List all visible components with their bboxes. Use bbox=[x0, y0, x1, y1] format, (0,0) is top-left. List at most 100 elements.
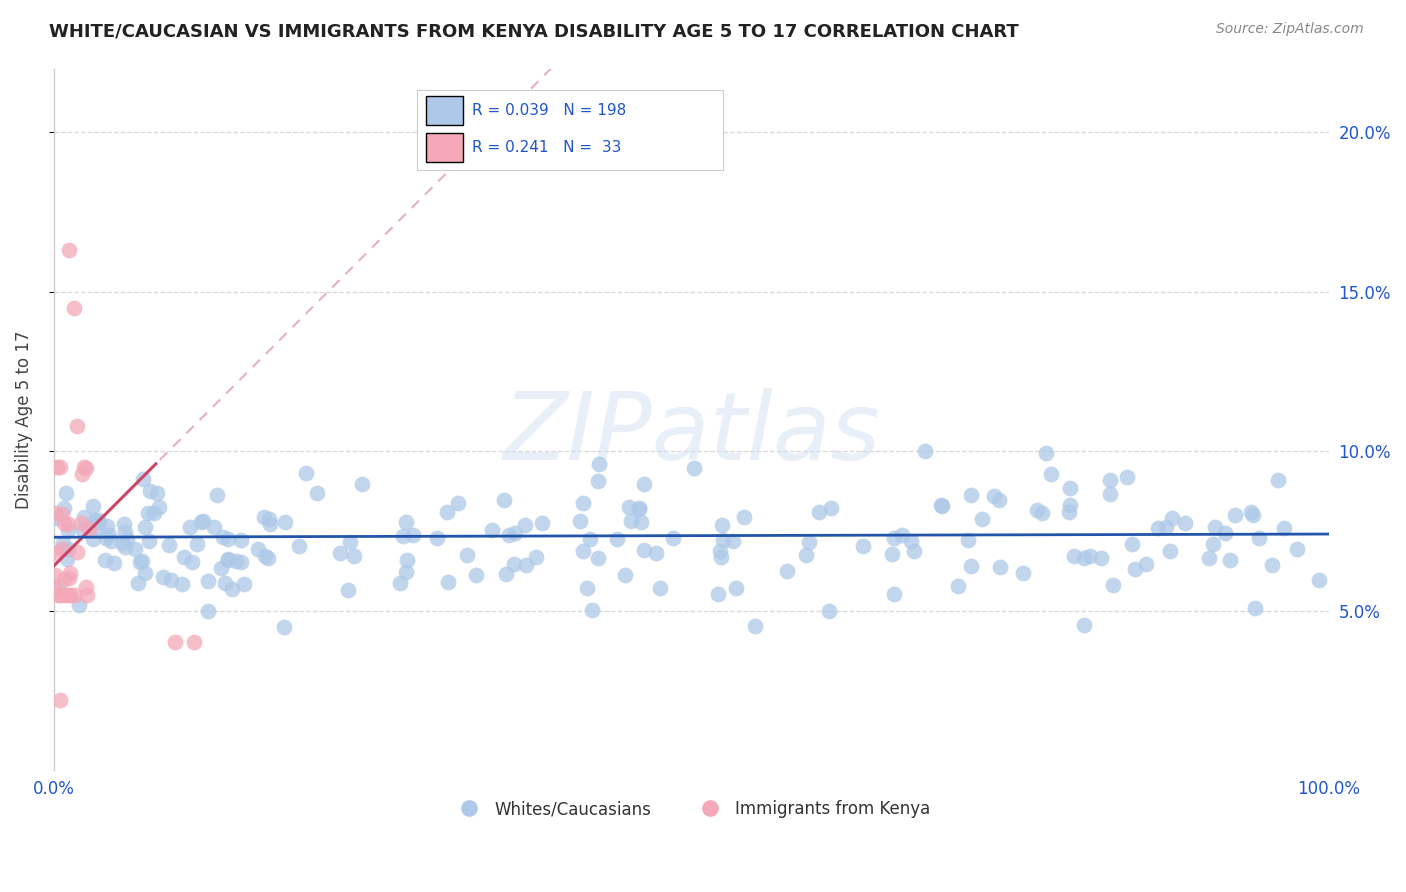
Point bbox=[233, 577, 256, 591]
Point bbox=[447, 496, 470, 510]
Point bbox=[852, 539, 875, 553]
Point bbox=[614, 568, 637, 582]
Point bbox=[883, 586, 905, 600]
Point bbox=[1247, 531, 1270, 545]
Point bbox=[436, 575, 458, 590]
Point bbox=[395, 515, 418, 529]
Point bbox=[110, 536, 132, 550]
Point bbox=[1125, 562, 1147, 576]
Point bbox=[336, 582, 359, 597]
Point bbox=[1174, 516, 1197, 531]
Point bbox=[1040, 467, 1063, 481]
Point bbox=[495, 567, 517, 582]
Point bbox=[586, 551, 609, 566]
Point bbox=[630, 515, 652, 529]
Y-axis label: Disability Age 5 to 17: Disability Age 5 to 17 bbox=[15, 330, 32, 508]
Point bbox=[575, 581, 598, 595]
Point bbox=[52, 535, 75, 549]
Point bbox=[58, 566, 80, 580]
Point bbox=[217, 533, 239, 547]
Point bbox=[1135, 557, 1157, 571]
Point bbox=[72, 467, 94, 482]
Point bbox=[1121, 537, 1143, 551]
Point bbox=[58, 571, 80, 585]
Point bbox=[66, 545, 89, 559]
Point bbox=[1286, 541, 1309, 556]
Point bbox=[142, 506, 165, 520]
Point bbox=[395, 566, 418, 580]
Point bbox=[1012, 566, 1035, 580]
Point bbox=[1078, 549, 1101, 564]
Point bbox=[97, 528, 120, 542]
Point bbox=[66, 418, 89, 433]
Point bbox=[1102, 578, 1125, 592]
Point bbox=[465, 568, 488, 582]
Point bbox=[70, 516, 93, 530]
Point bbox=[214, 576, 236, 591]
Point bbox=[49, 693, 72, 707]
Point bbox=[217, 553, 239, 567]
Point bbox=[627, 501, 650, 516]
Point bbox=[1202, 536, 1225, 550]
Point bbox=[959, 559, 981, 574]
Point bbox=[914, 444, 936, 458]
Point bbox=[633, 543, 655, 558]
Point bbox=[513, 518, 536, 533]
Point bbox=[94, 531, 117, 545]
Point bbox=[799, 535, 821, 549]
Point bbox=[396, 553, 419, 567]
Point bbox=[89, 515, 111, 529]
Point bbox=[53, 501, 76, 516]
Point bbox=[56, 552, 79, 566]
Point bbox=[202, 520, 225, 534]
Point bbox=[305, 485, 328, 500]
Point bbox=[63, 301, 86, 315]
Point bbox=[52, 588, 75, 602]
Point bbox=[620, 514, 643, 528]
Point bbox=[67, 598, 90, 612]
Point bbox=[1267, 473, 1289, 487]
Point bbox=[186, 537, 208, 551]
Point bbox=[51, 508, 73, 522]
Point bbox=[1147, 520, 1170, 534]
Point bbox=[96, 519, 118, 533]
Point bbox=[49, 588, 72, 602]
Point bbox=[209, 560, 232, 574]
Point bbox=[733, 510, 755, 524]
Point bbox=[983, 489, 1005, 503]
Point bbox=[498, 528, 520, 542]
Point bbox=[890, 527, 912, 541]
Point bbox=[1057, 505, 1080, 519]
Point bbox=[339, 534, 361, 549]
Text: WHITE/CAUCASIAN VS IMMIGRANTS FROM KENYA DISABILITY AGE 5 TO 17 CORRELATION CHAR: WHITE/CAUCASIAN VS IMMIGRANTS FROM KENYA… bbox=[49, 22, 1019, 40]
Point bbox=[181, 555, 204, 569]
Point bbox=[163, 635, 186, 649]
Point bbox=[46, 588, 69, 602]
Point bbox=[1073, 550, 1095, 565]
Point bbox=[1241, 508, 1264, 523]
Point bbox=[131, 554, 153, 568]
Point bbox=[1059, 498, 1081, 512]
Point bbox=[259, 512, 281, 526]
Point bbox=[87, 513, 110, 527]
Point bbox=[1159, 544, 1181, 558]
Point bbox=[127, 576, 149, 591]
Point bbox=[82, 532, 104, 546]
Point bbox=[588, 474, 610, 488]
Point bbox=[44, 582, 66, 596]
Point bbox=[972, 511, 994, 525]
Point bbox=[197, 603, 219, 617]
Point bbox=[931, 498, 953, 512]
Point bbox=[56, 542, 79, 557]
Point bbox=[115, 532, 138, 546]
Point bbox=[58, 517, 80, 532]
Point bbox=[72, 523, 94, 537]
Point bbox=[503, 525, 526, 540]
Point bbox=[221, 582, 243, 596]
Point bbox=[183, 635, 205, 649]
Point bbox=[1063, 549, 1085, 563]
Point bbox=[492, 492, 515, 507]
Point bbox=[94, 552, 117, 566]
Point bbox=[392, 529, 415, 543]
Point bbox=[170, 577, 193, 591]
